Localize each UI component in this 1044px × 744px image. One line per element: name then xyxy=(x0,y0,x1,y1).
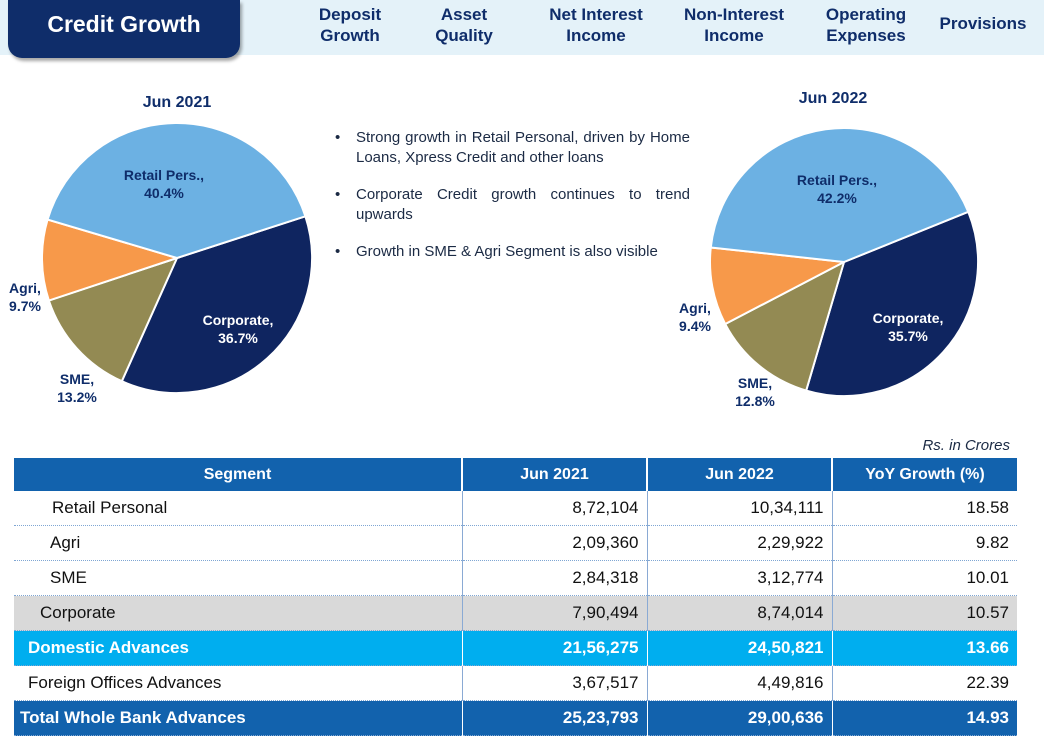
tab-operating-expenses[interactable]: Operating Expenses xyxy=(825,5,907,45)
cell-jun-2021: 3,67,517 xyxy=(461,665,647,701)
pie-chart-jun-2021 xyxy=(41,122,313,394)
cell-yoy: 13.66 xyxy=(831,630,1017,666)
table-row: SME 2,84,318 3,12,774 10.01 xyxy=(14,560,1017,596)
pie-2021-label-sme: SME, 13.2% xyxy=(57,371,97,405)
tab-asset-quality[interactable]: Asset Quality xyxy=(435,5,493,45)
pie-2021-label-agri: Agri, 9.7% xyxy=(9,280,41,314)
cell-yoy: 10.57 xyxy=(831,595,1017,631)
cell-segment: Retail Personal xyxy=(14,491,462,526)
table-header-row: Segment Jun 2021 Jun 2022 YoY Growth (%) xyxy=(14,458,1017,491)
cell-jun-2021: 8,72,104 xyxy=(461,491,647,526)
pie-slice-agri xyxy=(709,246,848,326)
col-header-jun-2021: Jun 2021 xyxy=(461,458,647,491)
table-row: Total Whole Bank Advances 25,23,793 29,0… xyxy=(14,700,1017,736)
bullet-sme-agri-growth: Growth in SME & Agri Segment is also vis… xyxy=(333,242,690,262)
cell-segment: SME xyxy=(14,560,462,596)
pie-chart-jun-2022 xyxy=(709,127,979,397)
col-header-jun-2022: Jun 2022 xyxy=(646,458,832,491)
cell-segment: Agri xyxy=(14,525,462,561)
pie-slice-corporate xyxy=(804,210,979,397)
highlights-list: Strong growth in Retail Personal, driven… xyxy=(333,128,690,279)
col-header-segment: Segment xyxy=(14,458,462,491)
table-row: Domestic Advances 21,56,275 24,50,821 13… xyxy=(14,630,1017,666)
cell-yoy: 14.93 xyxy=(831,700,1017,736)
page-title-tab: Credit Growth xyxy=(8,0,240,58)
cell-jun-2022: 2,29,922 xyxy=(646,525,832,561)
pie-slice-sme xyxy=(47,256,179,383)
cell-segment: Corporate xyxy=(14,595,462,631)
bullet-corporate-growth: Corporate Credit growth continues to tre… xyxy=(333,185,690,225)
pie-2022-title: Jun 2022 xyxy=(798,90,868,107)
table-row: Corporate 7,90,494 8,74,014 10.57 xyxy=(14,595,1017,631)
pie-2021-label-retail: Retail Pers., 40.4% xyxy=(123,167,205,201)
bullet-retail-growth: Strong growth in Retail Personal, driven… xyxy=(333,128,690,168)
cell-yoy: 10.01 xyxy=(831,560,1017,596)
pie-slice-corporate xyxy=(120,215,313,394)
cell-jun-2021: 25,23,793 xyxy=(461,700,647,736)
table-row: Retail Personal 8,72,104 10,34,111 18.58 xyxy=(14,491,1017,526)
cell-jun-2022: 3,12,774 xyxy=(646,560,832,596)
cell-jun-2021: 21,56,275 xyxy=(461,630,647,666)
units-note: Rs. in Crores xyxy=(922,437,1010,454)
cell-jun-2021: 2,09,360 xyxy=(461,525,647,561)
cell-jun-2022: 10,34,111 xyxy=(646,491,832,526)
pie-2022-label-retail: Retail Pers., 42.2% xyxy=(796,172,878,206)
col-header-yoy-growth: YoY Growth (%) xyxy=(831,458,1017,491)
page-title: Credit Growth xyxy=(47,11,201,37)
cell-segment: Domestic Advances xyxy=(14,630,462,666)
cell-yoy: 9.82 xyxy=(831,525,1017,561)
pie-slice-sme xyxy=(723,260,846,392)
cell-jun-2021: 7,90,494 xyxy=(461,595,647,631)
tab-provisions[interactable]: Provisions xyxy=(939,14,1027,33)
cell-jun-2022: 29,00,636 xyxy=(646,700,832,736)
pie-2022-label-sme: SME, 12.8% xyxy=(735,375,775,409)
cell-jun-2022: 24,50,821 xyxy=(646,630,832,666)
pie-2021-label-corporate: Corporate, 36.7% xyxy=(202,312,274,346)
credit-growth-table: Segment Jun 2021 Jun 2022 YoY Growth (%)… xyxy=(14,458,1017,736)
cell-jun-2022: 4,49,816 xyxy=(646,665,832,701)
cell-jun-2021: 2,84,318 xyxy=(461,560,647,596)
cell-yoy: 22.39 xyxy=(831,665,1017,701)
cell-jun-2022: 8,74,014 xyxy=(646,595,832,631)
tab-net-interest-income[interactable]: Net Interest Income xyxy=(549,5,643,45)
pie-slice-retail xyxy=(46,122,307,260)
tab-deposit-growth[interactable]: Deposit Growth xyxy=(318,5,382,45)
pie-2022-label-agri: Agri, 9.4% xyxy=(679,300,711,334)
table-row: Agri 2,09,360 2,29,922 9.82 xyxy=(14,525,1017,561)
table-row: Foreign Offices Advances 3,67,517 4,49,8… xyxy=(14,665,1017,701)
pie-2021-title: Jun 2021 xyxy=(142,94,212,111)
pie-2022-label-corporate: Corporate, 35.7% xyxy=(872,310,944,344)
cell-segment: Total Whole Bank Advances xyxy=(14,700,462,736)
tab-non-interest-income[interactable]: Non-Interest Income xyxy=(683,5,785,45)
pie-slice-retail xyxy=(709,127,970,264)
pie-slice-agri xyxy=(41,218,181,302)
cell-segment: Foreign Offices Advances xyxy=(14,665,462,701)
cell-yoy: 18.58 xyxy=(831,491,1017,526)
